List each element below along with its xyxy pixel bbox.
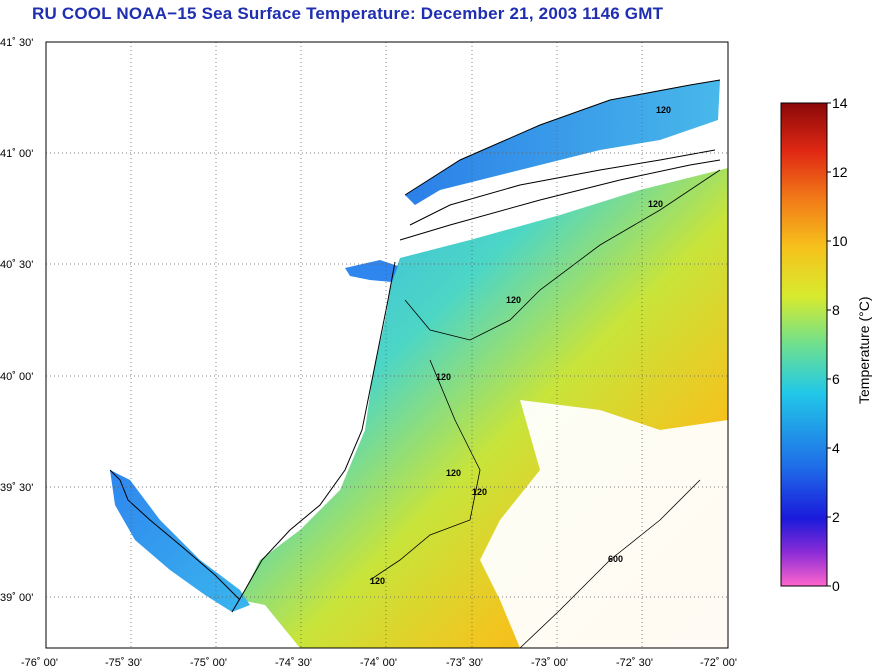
lon-label: -76˚ 00' [21, 657, 58, 669]
lon-label: -74˚ 30' [275, 657, 312, 669]
colorbar-tick: 12 [832, 164, 848, 180]
lat-label: 39˚ 00' [0, 592, 33, 604]
coastline [109, 79, 721, 613]
contour-label: 120 [370, 576, 385, 586]
colorbar-tick: 6 [832, 371, 840, 387]
colorbar: 14 12 10 8 6 4 2 0 Temperature (°C) [780, 95, 872, 594]
colorbar-tick: 4 [832, 440, 840, 456]
contour-labels: 120 120 120 120 120 120 120 600 [370, 105, 671, 586]
contour-label: 120 [446, 468, 461, 478]
lon-label: -73˚ 30' [446, 657, 483, 669]
lon-label: -74˚ 00' [360, 657, 397, 669]
lat-label: 40˚ 30' [0, 259, 33, 271]
contour-label: 120 [472, 487, 487, 497]
colorbar-tick: 2 [832, 509, 840, 525]
contour-label: 120 [656, 105, 671, 115]
contour-label: 120 [648, 199, 663, 209]
map-frame [45, 41, 729, 649]
lat-label: 40˚ 00' [0, 371, 33, 383]
sst-image [110, 80, 728, 648]
colorbar-tick: 14 [832, 95, 848, 111]
colorbar-tick: 8 [832, 302, 840, 318]
latitude-labels: 41˚ 30' 41˚ 00' 40˚ 30' 40˚ 00' 39˚ 30' … [0, 37, 33, 604]
lon-label: -75˚ 30' [105, 657, 142, 669]
lon-label: -75˚ 00' [190, 657, 227, 669]
lat-label: 41˚ 00' [0, 148, 33, 160]
colorbar-tick: 10 [832, 233, 848, 249]
contour-label: 600 [608, 554, 623, 564]
lat-label: 41˚ 30' [0, 37, 33, 49]
contour-label: 120 [436, 372, 451, 382]
colorbar-label: Temperature (°C) [856, 296, 872, 404]
map-title: RU COOL NOAA−15 Sea Surface Temperature:… [32, 4, 664, 23]
bathymetry-contours [369, 169, 721, 649]
colorbar-scale [780, 102, 828, 587]
contour-label: 120 [506, 295, 521, 305]
longitude-labels: -76˚ 00' -75˚ 30' -75˚ 00' -74˚ 30' -74˚… [21, 657, 737, 669]
colorbar-tick: 0 [832, 578, 840, 594]
lon-label: -72˚ 00' [700, 657, 737, 669]
lat-label: 39˚ 30' [0, 482, 33, 494]
graticule [46, 42, 728, 648]
lon-label: -73˚ 00' [531, 657, 568, 669]
lon-label: -72˚ 30' [616, 657, 653, 669]
